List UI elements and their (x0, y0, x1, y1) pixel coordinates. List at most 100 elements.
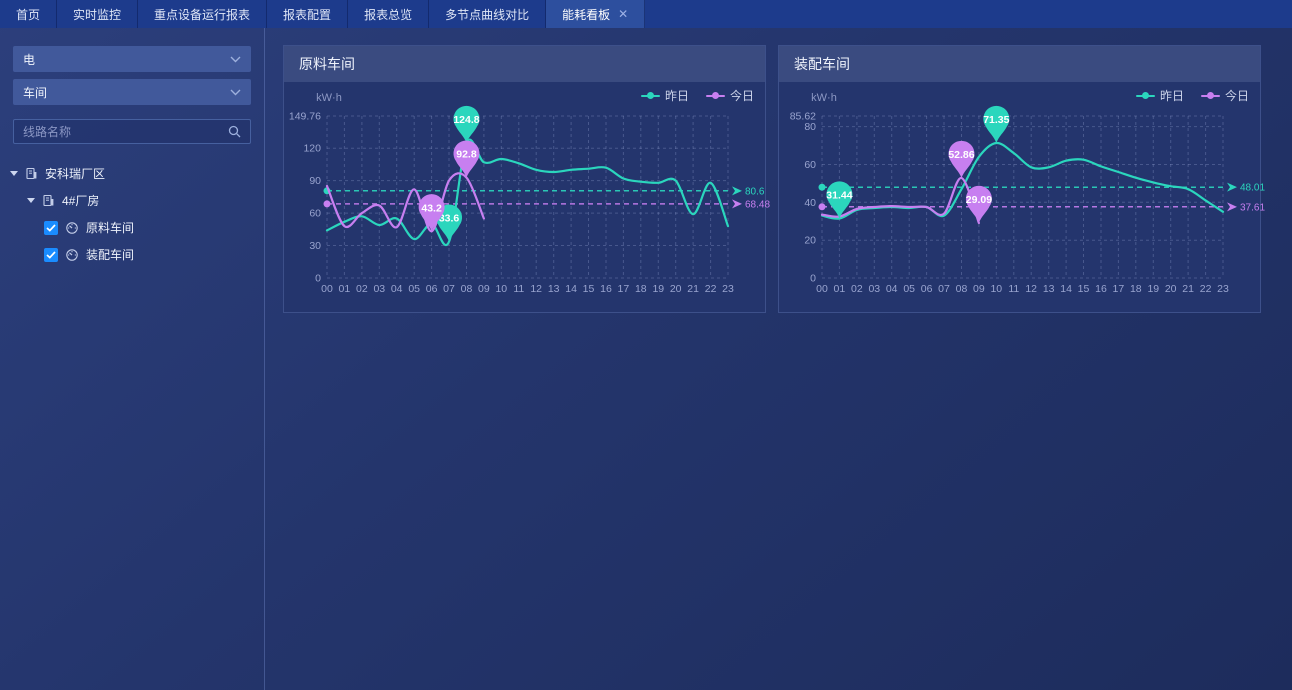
x-tick-label: 17 (618, 283, 630, 295)
x-tick-label: 12 (530, 283, 542, 295)
x-tick-label: 18 (1130, 283, 1142, 295)
x-tick-label: 19 (1147, 283, 1159, 295)
tab-label: 报表总览 (364, 7, 413, 22)
legend-item-today[interactable]: 今日 (1200, 87, 1249, 104)
dimension-value: 车间 (23, 85, 48, 100)
x-tick-label: 14 (1060, 283, 1072, 295)
markpoint-pin-icon (453, 140, 480, 178)
markpoint-pin-icon (948, 140, 975, 178)
tree-checkbox[interactable] (44, 247, 58, 262)
search-icon[interactable] (228, 125, 241, 138)
tree-node-0-0-0[interactable]: 原料车间 (10, 214, 251, 241)
org-icon (42, 194, 55, 207)
x-tick-label: 13 (1043, 283, 1055, 295)
tree-node-label: 安科瑞厂区 (45, 167, 106, 181)
tab-realtime-monitor[interactable]: 实时监控 (57, 0, 139, 28)
x-tick-label: 10 (495, 283, 507, 295)
chart-area: 昨日 今日 00 01 02 03 04 05 06 07 08 09 10 11 12 13 14 15 16 17… (284, 82, 771, 312)
tree-node-0-0[interactable]: 4#厂房 (10, 187, 251, 214)
x-tick-label: 19 (652, 283, 664, 295)
x-tick-label: 18 (635, 283, 647, 295)
tab-home[interactable]: 首页 (0, 0, 58, 28)
x-tick-label: 16 (1095, 283, 1107, 295)
tab-report-overview[interactable]: 报表总览 (348, 0, 430, 28)
y-tick-label: 20 (804, 235, 816, 247)
tree-checkbox[interactable] (44, 220, 58, 235)
y-tick-label: 149.76 (289, 111, 321, 123)
y-axis-unit: kW·h (811, 92, 837, 104)
y-tick-label: 90 (309, 175, 321, 187)
x-tick-label: 23 (722, 283, 734, 295)
x-tick-label: 21 (1182, 283, 1194, 295)
y-tick-label: 60 (309, 208, 321, 220)
panel-header: 原料车间 (284, 46, 765, 82)
markpoint-value-label: 52.86 (948, 149, 974, 161)
legend-item-yesterday[interactable]: 昨日 (640, 87, 689, 104)
energy-type-select[interactable]: 电 (13, 46, 251, 72)
tab-close-icon[interactable]: ✕ (618, 7, 629, 21)
tab-label: 实时监控 (73, 7, 122, 22)
legend-item-today[interactable]: 今日 (705, 87, 754, 104)
dimension-select[interactable]: 车间 (13, 79, 251, 105)
tab-energy-dashboard[interactable]: 能耗看板 ✕ (546, 0, 646, 28)
x-tick-label: 06 (921, 283, 933, 295)
x-tick-label: 03 (373, 283, 385, 295)
tab-label: 首页 (16, 7, 41, 22)
y-tick-label: 120 (303, 143, 321, 155)
markpoint-pin-icon (418, 194, 445, 232)
markpoint-pin-icon (453, 105, 480, 143)
y-axis-unit: kW·h (316, 92, 342, 104)
chart-panels: 原料车间昨日 今日 00 01 02 03 04 05 06 07 08 09 10 11 12 13 14 15… (283, 45, 1266, 313)
x-tick-label: 21 (687, 283, 699, 295)
x-tick-label: 05 (903, 283, 915, 295)
x-tick-label: 05 (408, 283, 420, 295)
y-tick-label: 80 (804, 121, 816, 133)
x-tick-label: 04 (886, 283, 898, 295)
tree-node-0[interactable]: 安科瑞厂区 (10, 160, 251, 187)
markpoint-value-label: 43.2 (421, 202, 442, 214)
panel-title: 原料车间 (299, 56, 355, 72)
tab-label: 多节点曲线对比 (445, 7, 530, 22)
legend-label: 今日 (1224, 89, 1249, 103)
main-content: 原料车间昨日 今日 00 01 02 03 04 05 06 07 08 09 10 11 12 13 14 15… (265, 28, 1292, 690)
chart-canvas[interactable]: 00 01 02 03 04 05 06 07 08 09 10 11 12 13 14 15 16 17 18 19… (779, 82, 1266, 312)
markline-start-dot (818, 203, 826, 211)
x-tick-label: 06 (426, 283, 438, 295)
series-line (325, 172, 485, 233)
markline-arrow-icon (1227, 202, 1237, 212)
legend-item-yesterday[interactable]: 昨日 (1135, 87, 1184, 104)
chart-canvas[interactable]: 00 01 02 03 04 05 06 07 08 09 10 11 12 13 14 15 16 17 18 19… (284, 82, 771, 312)
tab-report-config[interactable]: 报表配置 (267, 0, 349, 28)
tree-node-0-0-1[interactable]: 装配车间 (10, 241, 251, 268)
line-name-search (13, 119, 251, 144)
markpoint-pin-icon (826, 181, 853, 219)
tab-key-equipment-report[interactable]: 重点设备运行报表 (138, 0, 268, 28)
caret-down-icon[interactable] (27, 198, 35, 207)
x-tick-label: 07 (938, 283, 950, 295)
markpoint-value-label: 31.44 (826, 190, 852, 202)
x-tick-label: 20 (670, 283, 682, 295)
tab-bar: 首页 实时监控 重点设备运行报表 报表配置 报表总览 多节点曲线对比 能耗看板 ✕ (0, 0, 1292, 28)
x-tick-label: 07 (443, 283, 455, 295)
legend-marker (1200, 92, 1220, 99)
caret-down-icon[interactable] (10, 171, 18, 180)
panel-header: 装配车间 (779, 46, 1260, 82)
markpoint-pin-icon (983, 105, 1010, 143)
markpoint-value-label: 92.8 (456, 149, 477, 161)
average-value-label: 68.48 (745, 199, 770, 210)
x-tick-label: 00 (816, 283, 828, 295)
x-tick-label: 23 (1217, 283, 1229, 295)
tab-multi-node-curve-compare[interactable]: 多节点曲线对比 (429, 0, 547, 28)
x-tick-label: 15 (1078, 283, 1090, 295)
panel-assembly-workshop: 装配车间 昨日 今日 00 01 02 03 04 05 06 07 08 09 10 11 12 13 14 15… (778, 45, 1266, 313)
tab-label: 能耗看板 (562, 7, 611, 22)
energy-type-value: 电 (23, 52, 36, 67)
search-input[interactable] (23, 124, 228, 139)
meter-icon (65, 221, 79, 235)
x-tick-label: 11 (1008, 283, 1019, 295)
markpoint-value-label: 33.6 (439, 213, 460, 225)
markpoint-value-label: 124.8 (453, 114, 479, 126)
x-tick-label: 15 (583, 283, 595, 295)
